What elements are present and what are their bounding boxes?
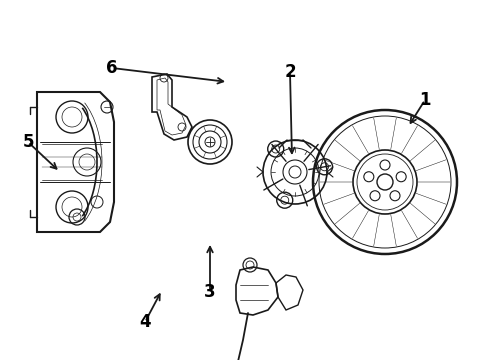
Text: 1: 1 <box>419 91 431 109</box>
Text: 4: 4 <box>139 313 151 331</box>
Text: 3: 3 <box>204 283 216 301</box>
Text: 6: 6 <box>106 59 118 77</box>
Text: 2: 2 <box>284 63 296 81</box>
Text: 5: 5 <box>22 133 34 151</box>
